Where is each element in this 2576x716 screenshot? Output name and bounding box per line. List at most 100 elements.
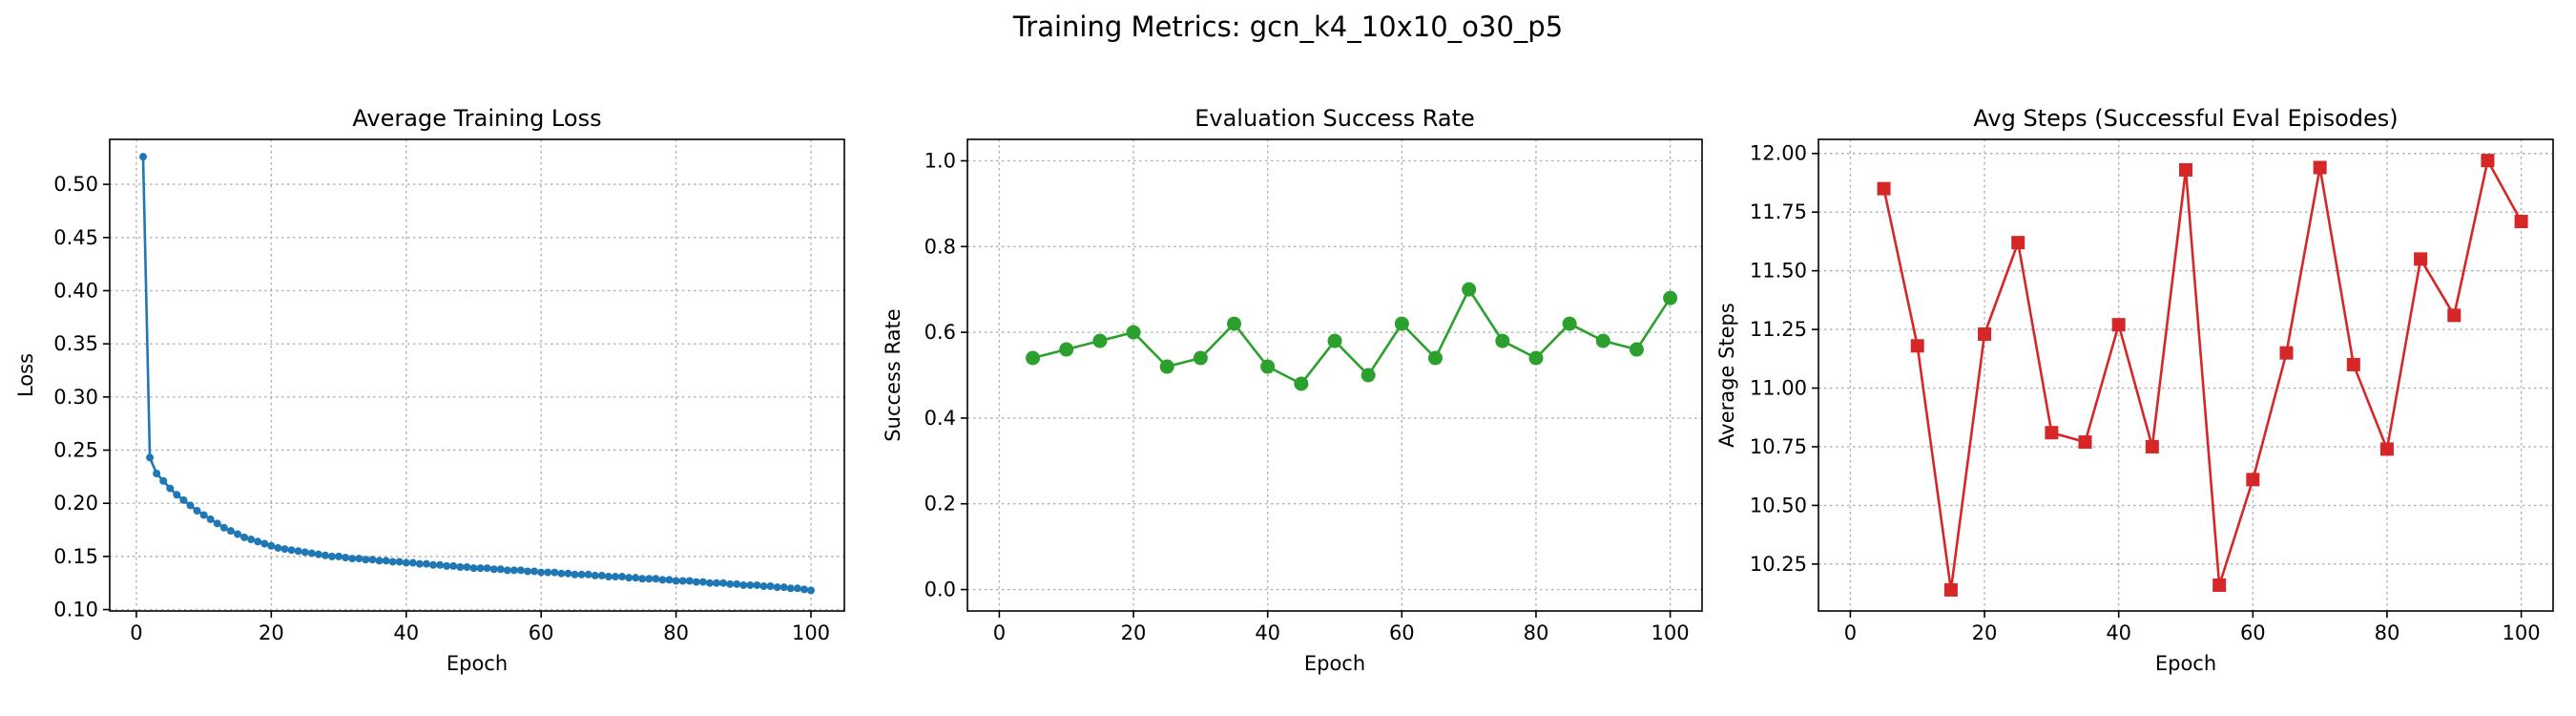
data-point: [551, 568, 559, 577]
data-point: [2346, 357, 2360, 371]
data-point: [1462, 282, 1477, 297]
data-point: [1427, 350, 1443, 366]
data-point: [2481, 154, 2495, 168]
data-point: [280, 545, 289, 554]
y-tick-label: 0.0: [924, 579, 956, 601]
y-tick-label: 0.4: [924, 407, 956, 430]
chart-avg-steps: 0 20 40 60 80 100 10.25 10.50 10.75 11.00 11.25 11.…: [1715, 105, 2554, 675]
y-tick-label: 10.25: [1750, 553, 1807, 576]
data-point: [355, 555, 364, 563]
x-tick-label: 40: [1255, 621, 1280, 644]
chart-evaluation-success-rate: 0 20 40 60 80 100 0.0 0.2 0.4 0.6 0.8 1.0 Evaluation…: [882, 105, 1703, 675]
data-point: [382, 557, 390, 565]
data-point: [449, 561, 458, 570]
y-tick-label: 0.2: [924, 493, 956, 516]
data-point: [618, 573, 627, 581]
data-point: [2011, 236, 2025, 250]
data-point: [800, 585, 808, 594]
data-point: [746, 580, 755, 589]
series-line: [1882, 157, 2523, 591]
y-tick-label: 0.6: [924, 321, 956, 344]
data-point: [1227, 316, 1242, 331]
data-point: [638, 575, 647, 583]
data-point: [1361, 368, 1376, 383]
data-point: [469, 564, 478, 573]
data-point: [476, 564, 485, 573]
y-tick-label: 0.8: [924, 235, 956, 258]
data-point: [591, 571, 599, 579]
data-point: [1663, 290, 1678, 305]
data-point: [786, 584, 795, 593]
data-point: [443, 561, 451, 570]
y-tick-label: 0.40: [53, 279, 98, 302]
y-axis-label: Average Steps: [1715, 303, 1738, 448]
data-point: [719, 579, 728, 587]
data-point: [537, 568, 546, 577]
x-tick-label: 40: [2106, 621, 2131, 644]
data-point: [1910, 339, 1924, 353]
data-point: [402, 558, 410, 567]
data-point: [327, 552, 336, 560]
y-tick-label: 0.50: [53, 173, 98, 196]
data-point: [159, 476, 168, 485]
data-point: [436, 560, 445, 569]
x-tick-label: 100: [2503, 621, 2541, 644]
data-point: [240, 533, 249, 541]
data-point: [672, 577, 680, 585]
y-tick-label: 10.50: [1750, 494, 1807, 516]
data-point: [530, 567, 539, 576]
data-point: [247, 536, 256, 544]
data-point: [1495, 333, 1510, 348]
data-point: [713, 579, 721, 587]
data-point: [254, 537, 262, 546]
figure-suptitle: Training Metrics: gcn_k4_10x10_o30_p5: [1012, 11, 1563, 43]
data-point: [294, 547, 302, 556]
data-point: [1562, 316, 1577, 331]
data-point: [1026, 350, 1041, 366]
data-point: [779, 583, 788, 592]
chart-title: Average Training Loss: [352, 105, 601, 132]
y-tick-label: 10.75: [1750, 435, 1807, 458]
data-point: [733, 579, 741, 588]
data-point: [1629, 342, 1644, 357]
data-point: [1260, 359, 1276, 374]
data-point: [584, 570, 592, 579]
data-point: [516, 566, 525, 575]
data-point: [362, 556, 370, 564]
data-point: [1327, 333, 1342, 348]
data-point: [193, 506, 201, 515]
data-point: [186, 501, 195, 510]
data-point: [2111, 318, 2126, 332]
data-point: [1394, 316, 1409, 331]
data-point: [146, 453, 155, 462]
x-tick-label: 80: [663, 621, 689, 644]
data-point: [408, 558, 417, 567]
data-point: [503, 566, 511, 575]
data-point: [456, 563, 465, 572]
data-point: [577, 570, 586, 579]
y-tick-label: 0.20: [53, 492, 98, 515]
data-point: [766, 582, 775, 591]
data-point: [173, 491, 181, 499]
y-tick-label: 11.50: [1750, 260, 1807, 283]
data-point: [1943, 582, 1958, 597]
data-point: [739, 580, 748, 589]
x-tick-label: 20: [259, 621, 284, 644]
y-tick-label: 11.00: [1750, 377, 1807, 400]
data-point: [2514, 215, 2528, 229]
data-point: [2145, 439, 2159, 453]
y-tick-label: 12.00: [1750, 142, 1807, 165]
data-point: [692, 578, 700, 586]
x-tick-label: 20: [1972, 621, 1998, 644]
data-point: [226, 527, 235, 536]
data-point: [1059, 342, 1074, 357]
data-point: [2379, 442, 2394, 456]
data-point: [753, 580, 761, 589]
y-tick-label: 0.30: [53, 386, 98, 409]
x-axis-label: Epoch: [1304, 652, 1365, 675]
y-axis-label: Success Rate: [882, 308, 904, 441]
data-point: [604, 573, 613, 581]
data-point: [544, 568, 552, 577]
data-point: [179, 495, 188, 504]
